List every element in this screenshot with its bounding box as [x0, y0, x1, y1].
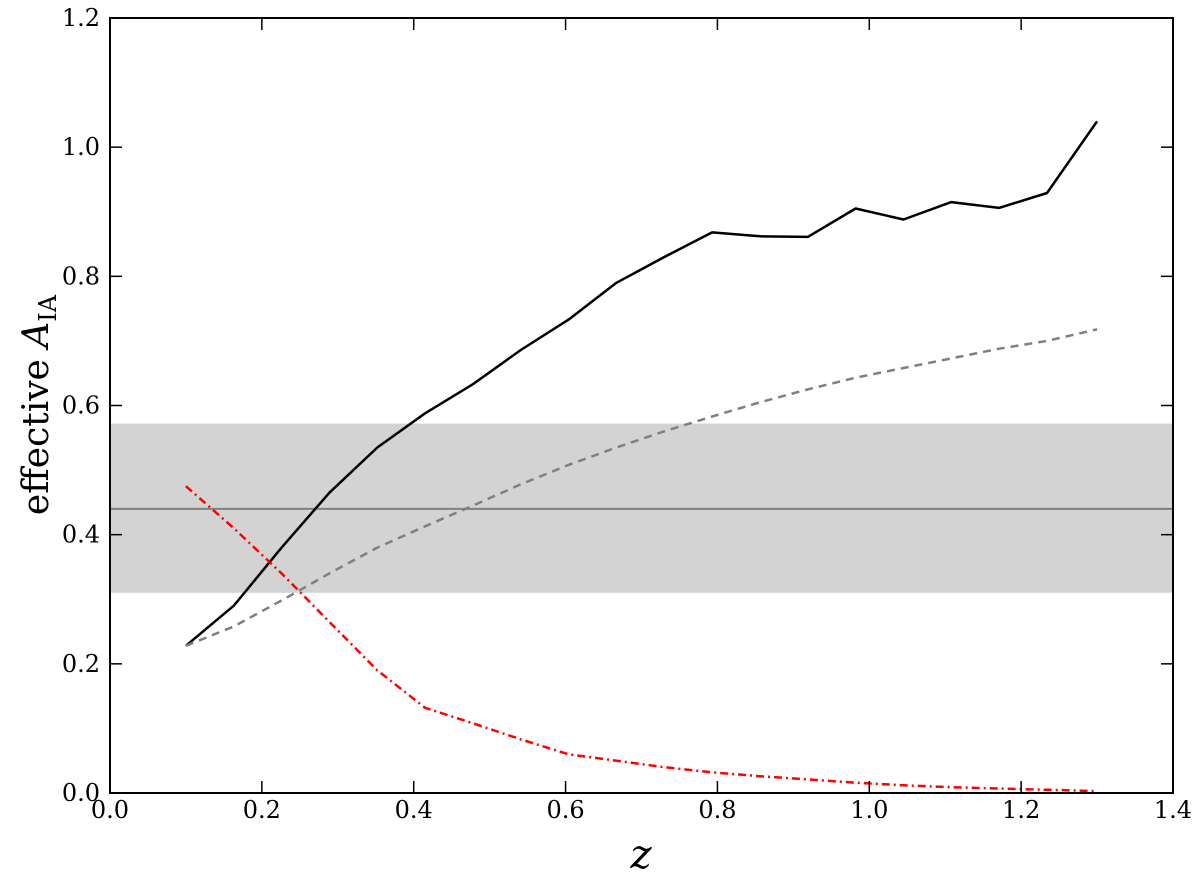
x-tick-label: 0.2: [243, 796, 281, 824]
x-tick-label: 1.0: [850, 796, 888, 824]
x-tick-label: 0.4: [395, 796, 433, 824]
y-tick-label: 1.2: [62, 4, 100, 32]
series-dashed-grey-line: [185, 328, 1098, 647]
x-tick-label: 1.4: [1154, 796, 1192, 824]
y-axis-label: effective AIA: [16, 294, 62, 515]
series-dashdot-red-line: [185, 485, 1098, 793]
y-tick-label: 0.6: [62, 392, 100, 420]
x-tick-label: 0.0: [91, 796, 129, 824]
y-axis-label-symbol: A: [16, 322, 57, 351]
y-axis-label-prefix: effective: [16, 348, 57, 515]
axes-frame: [109, 17, 1174, 794]
y-tick-label: 0.0: [62, 779, 100, 807]
y-tick-label: 0.8: [62, 262, 100, 290]
y-tick-label: 1.0: [62, 133, 100, 161]
y-tick-label: 0.4: [62, 521, 100, 549]
series-solid-black-line: [185, 120, 1099, 647]
y-axis-label-subscript: IA: [34, 294, 62, 321]
x-tick-label: 1.2: [1002, 796, 1040, 824]
x-tick-label: 0.6: [546, 796, 584, 824]
y-tick-label: 0.2: [62, 650, 100, 678]
x-tick-label: 0.8: [698, 796, 736, 824]
x-axis-label: z: [629, 832, 652, 878]
axis-ticks: 0.0 0.2 0.4 0.6 0.8 1.0 1.2 1.4 0.0 0.2 0.4 0.6 0.8 1…: [62, 4, 1192, 824]
plot-area: [110, 120, 1173, 793]
